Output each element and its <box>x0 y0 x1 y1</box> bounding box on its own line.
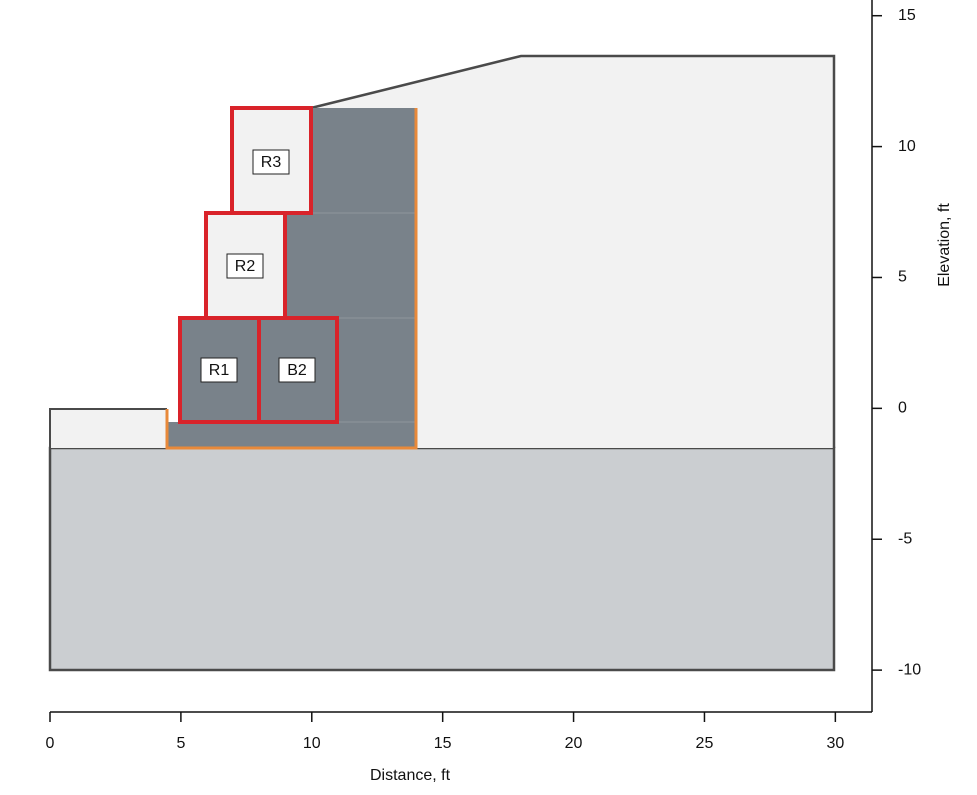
block <box>257 316 339 424</box>
label-box <box>278 357 316 383</box>
block-label: R1 <box>209 362 230 379</box>
x-tick-label: 25 <box>696 735 714 752</box>
x-tick-label: 10 <box>303 735 321 752</box>
label-box <box>252 149 290 175</box>
block <box>230 106 313 215</box>
y-tick-label: 10 <box>898 138 916 155</box>
y-axis-label: Elevation, ft <box>936 203 953 287</box>
reinforced-boundary <box>165 108 418 450</box>
foundation-soil <box>48 446 836 672</box>
y-tick-label: 15 <box>898 7 916 24</box>
x-tick-label: 15 <box>434 735 452 752</box>
x-tick-label: 0 <box>46 735 55 752</box>
retained-soil <box>311 56 834 448</box>
block-label: B2 <box>287 362 307 379</box>
toe-soil <box>50 409 167 448</box>
x-axis-label: Distance, ft <box>370 767 451 784</box>
y-tick-label: 0 <box>898 400 907 417</box>
block-label: R2 <box>235 258 256 275</box>
label-box <box>226 253 264 279</box>
y-tick-label: -10 <box>898 661 921 678</box>
block-label: R3 <box>261 154 282 171</box>
y-tick-label: 5 <box>898 269 907 286</box>
x-tick-label: 20 <box>565 735 583 752</box>
slope-outline <box>310 54 836 448</box>
y-tick-label: -5 <box>898 530 912 547</box>
x-tick-label: 30 <box>826 735 844 752</box>
toe-outline <box>49 408 167 448</box>
label-box <box>200 357 238 383</box>
x-tick-label: 5 <box>176 735 185 752</box>
